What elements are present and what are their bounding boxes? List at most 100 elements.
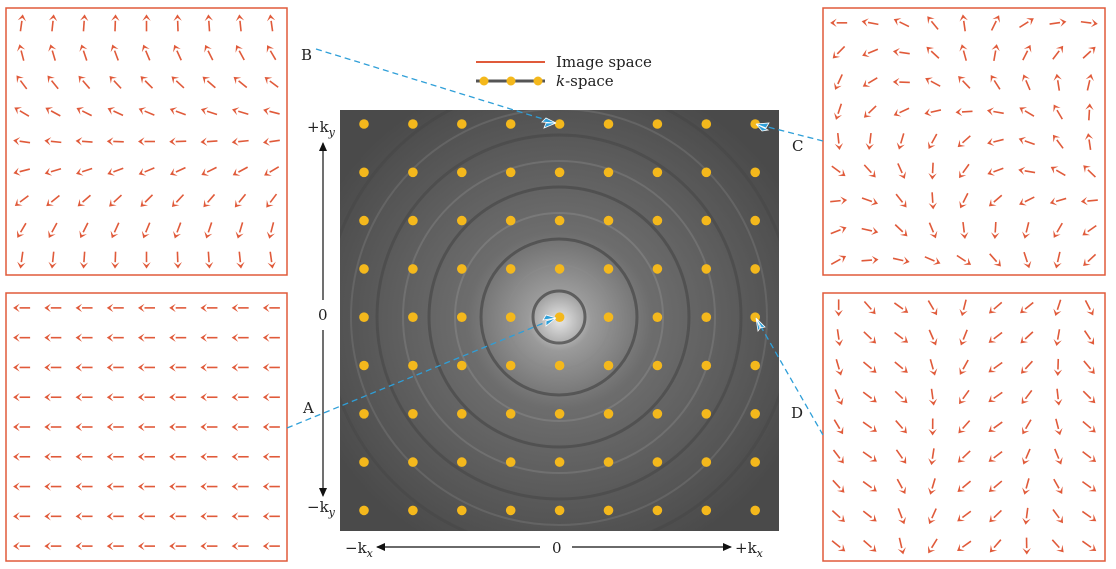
- arrow-field-icon: [900, 133, 905, 144]
- arrow-field-icon: [46, 198, 54, 207]
- arrow-field-icon: [869, 484, 877, 492]
- arrow-field-icon: [898, 537, 903, 549]
- arrow-field-icon: [867, 77, 878, 84]
- k-space-dot-icon: [359, 409, 369, 419]
- pointer-arrowhead-icon: [541, 117, 557, 129]
- arrow-field-icon: [899, 51, 910, 55]
- arrow-field-icon: [893, 302, 904, 310]
- arrow-field-icon: [834, 339, 844, 347]
- arrow-field-icon: [13, 482, 20, 491]
- arrow-field-icon: [930, 20, 939, 30]
- arrow-field-icon: [1024, 196, 1035, 203]
- arrow-field-icon: [1021, 396, 1029, 405]
- arrow-field-icon: [863, 331, 872, 340]
- arrow-field-icon: [19, 110, 30, 117]
- arrow-field-icon: [231, 452, 239, 461]
- arrow-field-icon: [1059, 18, 1067, 27]
- arrow-field-icon: [1083, 165, 1091, 173]
- arrow-field-icon: [206, 80, 216, 89]
- arrow-field-icon: [113, 222, 120, 233]
- panel-C: [822, 7, 1106, 276]
- arrow-field-icon: [207, 251, 210, 263]
- arrow-field-icon: [19, 80, 28, 90]
- arrow-field-icon: [930, 109, 942, 114]
- arrow-field-icon: [1087, 46, 1096, 55]
- arrow-field-icon: [171, 199, 180, 208]
- arrow-field-icon: [1081, 510, 1092, 519]
- arrow-field-icon: [141, 44, 150, 53]
- arrow-field-icon: [1090, 18, 1098, 28]
- arrow-field-icon: [863, 300, 872, 310]
- k-space-dot-icon: [701, 264, 712, 274]
- connector-heads: [541, 117, 770, 333]
- arrow-field-icon: [928, 329, 935, 340]
- arrow-field-icon: [44, 541, 51, 551]
- arrow-field-icon: [206, 140, 218, 143]
- arrow-field-icon: [1087, 169, 1096, 178]
- arrow-field-icon: [991, 44, 1000, 52]
- arrow-field-icon: [264, 77, 273, 85]
- arrow-field-icon: [204, 14, 213, 22]
- arrow-field-icon: [79, 230, 87, 239]
- panel-D-label: D: [791, 404, 803, 422]
- arrow-field-icon: [138, 512, 145, 521]
- k-space-dot-icon: [750, 360, 760, 371]
- arrow-field-icon: [962, 420, 971, 430]
- k-space-dot-icon: [457, 312, 467, 323]
- arrow-field-icon: [13, 541, 20, 551]
- k-space-dot-icon: [408, 215, 418, 226]
- arrow-field-icon: [993, 50, 997, 62]
- k-space-dot-icon: [359, 360, 369, 371]
- arrow-field-icon: [958, 76, 966, 84]
- arrow-field-icon: [1025, 222, 1030, 233]
- arrow-field-icon: [959, 367, 967, 375]
- connector-A: [286, 317, 557, 429]
- arrow-field-icon: [269, 193, 278, 203]
- arrow-field-icon: [993, 194, 1003, 203]
- k-space-dot-icon: [652, 505, 663, 516]
- arrow-field-icon: [1085, 103, 1094, 111]
- arrow-field-icon: [868, 514, 877, 522]
- arrow-field-icon: [235, 14, 245, 22]
- arrow-field-icon: [269, 166, 280, 173]
- arrow-field-icon: [900, 365, 908, 373]
- k-space-dot-icon: [701, 505, 712, 516]
- arrow-field-icon: [138, 303, 145, 313]
- arrow-field-icon: [1084, 299, 1091, 311]
- arrow-field-icon: [837, 168, 846, 177]
- arrow-field-icon: [201, 168, 210, 176]
- arrow-field-icon: [262, 422, 270, 432]
- arrow-field-icon: [868, 336, 877, 344]
- panel-A-vector-field: [13, 303, 280, 551]
- arrow-field-icon: [896, 478, 903, 489]
- arrow-field-icon: [266, 199, 274, 208]
- k-space-dot-icon: [554, 264, 565, 274]
- arrow-field-icon: [82, 50, 88, 61]
- k-space-ripple: [533, 291, 585, 343]
- arrow-field-icon: [1024, 331, 1034, 340]
- arrow-field-icon: [930, 307, 938, 316]
- arrow-field-icon: [50, 140, 62, 144]
- arrow-field-icon: [830, 18, 837, 28]
- arrow-field-icon: [106, 512, 114, 521]
- arrow-field-icon: [263, 107, 271, 116]
- k-space-dot-icon: [359, 215, 369, 226]
- arrow-field-icon: [14, 198, 23, 206]
- arrow-field-icon: [959, 337, 968, 346]
- arrow-field-icon: [830, 258, 841, 265]
- arrow-field-icon: [51, 50, 57, 61]
- arrow-field-icon: [82, 140, 93, 143]
- arrow-field-icon: [269, 251, 273, 263]
- arrow-field-icon: [899, 425, 907, 434]
- ky-zero-label: 0: [318, 306, 328, 324]
- arrow-field-icon: [106, 422, 114, 432]
- arrow-field-icon: [80, 14, 89, 22]
- arrow-field-icon: [894, 224, 904, 233]
- arrow-field-icon: [169, 482, 176, 491]
- arrow-field-icon: [138, 168, 147, 176]
- arrow-field-icon: [1020, 335, 1029, 344]
- arrow-field-icon: [262, 452, 270, 461]
- arrow-field-icon: [50, 167, 62, 173]
- arrow-field-icon: [902, 256, 910, 265]
- arrow-field-icon: [1026, 18, 1034, 26]
